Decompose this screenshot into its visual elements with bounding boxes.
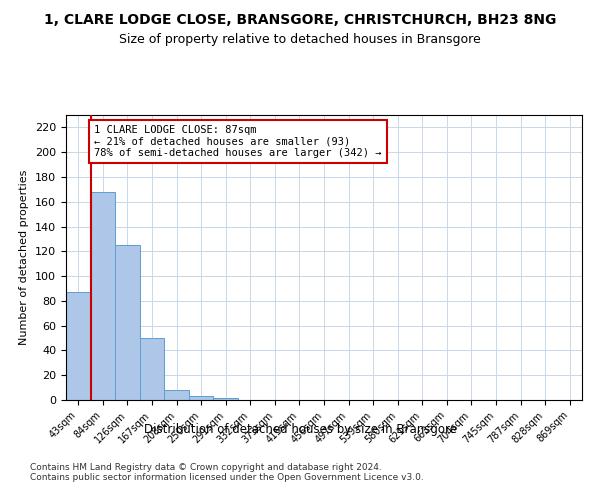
- Bar: [214, 398, 238, 400]
- Y-axis label: Number of detached properties: Number of detached properties: [19, 170, 29, 345]
- Bar: [189, 396, 214, 400]
- Bar: [140, 338, 164, 400]
- Text: 1 CLARE LODGE CLOSE: 87sqm
← 21% of detached houses are smaller (93)
78% of semi: 1 CLARE LODGE CLOSE: 87sqm ← 21% of deta…: [94, 125, 382, 158]
- Bar: [66, 292, 91, 400]
- Bar: [91, 192, 115, 400]
- Bar: [115, 245, 140, 400]
- Text: 1, CLARE LODGE CLOSE, BRANSGORE, CHRISTCHURCH, BH23 8NG: 1, CLARE LODGE CLOSE, BRANSGORE, CHRISTC…: [44, 12, 556, 26]
- Text: Distribution of detached houses by size in Bransgore: Distribution of detached houses by size …: [143, 422, 457, 436]
- Bar: [164, 390, 189, 400]
- Text: Contains HM Land Registry data © Crown copyright and database right 2024.
Contai: Contains HM Land Registry data © Crown c…: [30, 462, 424, 482]
- Text: Size of property relative to detached houses in Bransgore: Size of property relative to detached ho…: [119, 32, 481, 46]
